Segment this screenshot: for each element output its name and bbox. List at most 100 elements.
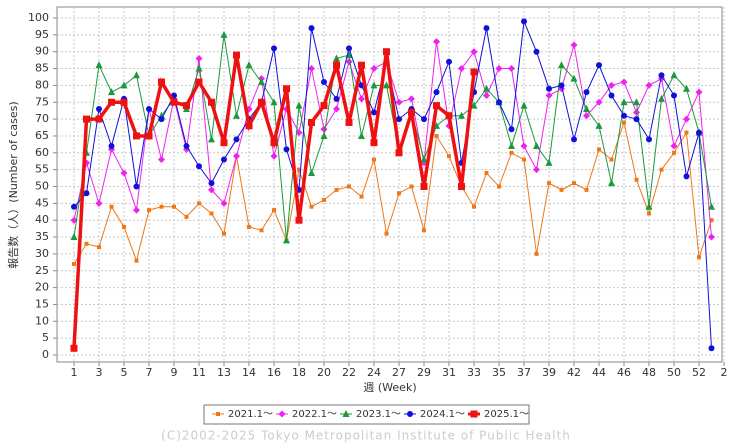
y-tick-label: 65 (35, 129, 49, 142)
point (696, 129, 702, 136)
point (420, 155, 428, 163)
x-tick-label: 11 (192, 366, 206, 379)
point (358, 61, 365, 69)
x-tick-label: 48 (642, 366, 656, 379)
point (658, 72, 665, 79)
point (108, 88, 115, 96)
point (245, 122, 253, 130)
x-tick-label: 13 (217, 366, 231, 379)
y-tick-label: 0 (42, 348, 49, 361)
point (672, 150, 676, 155)
footer: (C)2002-2025 Tokyo Metropolitan Institut… (161, 429, 571, 443)
x-tick-label: 46 (617, 366, 631, 379)
point (496, 99, 502, 106)
point (184, 214, 189, 219)
x-tick-label: 20 (317, 366, 331, 379)
y-tick-label: 50 (35, 180, 49, 193)
point (522, 157, 526, 162)
point (622, 120, 626, 125)
point (521, 18, 527, 25)
point (547, 181, 551, 186)
point (570, 74, 578, 82)
point (333, 105, 340, 113)
point (408, 108, 415, 116)
point (570, 41, 578, 49)
point (70, 233, 78, 241)
point (233, 111, 240, 119)
point (334, 187, 339, 192)
y-tick-label: 95 (35, 28, 49, 41)
y-tick-label: 40 (35, 213, 49, 226)
point (109, 204, 114, 209)
point (583, 89, 590, 96)
point (321, 79, 327, 86)
point (245, 61, 253, 69)
point (270, 98, 278, 106)
point (572, 181, 576, 186)
point (283, 146, 290, 153)
point (145, 132, 153, 140)
x-tick-label: 31 (442, 366, 456, 379)
point (434, 133, 439, 138)
point (233, 51, 240, 59)
point (408, 95, 415, 103)
point (445, 112, 453, 120)
point (396, 116, 402, 123)
point (483, 25, 490, 32)
x-tick-label: 27 (392, 366, 406, 379)
x-tick-label: 1 (71, 366, 78, 379)
point (183, 102, 190, 110)
point (97, 245, 101, 250)
point (545, 158, 553, 166)
point (495, 65, 503, 73)
point (433, 102, 440, 110)
point (583, 112, 590, 120)
point (159, 204, 164, 209)
point (220, 139, 228, 147)
x-tick-label: 18 (292, 366, 306, 379)
point (395, 149, 403, 157)
y-axis-label: 報告数（人）(Number of cases) (7, 101, 20, 268)
x-tick-label: 50 (667, 366, 681, 379)
point (308, 169, 315, 177)
point (309, 204, 314, 209)
point (621, 112, 627, 119)
y-tick-label: 75 (35, 95, 49, 108)
point (372, 157, 376, 162)
point (370, 81, 378, 89)
point (470, 101, 478, 109)
point (533, 166, 540, 174)
x-tick-label: 52 (692, 366, 706, 379)
point (633, 116, 640, 123)
point (533, 48, 540, 55)
point (596, 62, 602, 69)
point (158, 156, 165, 164)
point (458, 65, 465, 73)
x-tick-label: 14 (242, 366, 256, 379)
point (333, 95, 340, 102)
point (508, 65, 515, 73)
point (497, 184, 501, 189)
point (708, 233, 715, 241)
point (222, 231, 226, 236)
y-tick-label: 100 (28, 11, 49, 24)
x-tick-label: 5 (121, 366, 128, 379)
point (608, 81, 615, 89)
x-tick-label: 37 (517, 366, 531, 379)
point (472, 204, 476, 209)
y-tick-label: 10 (35, 314, 49, 327)
point (220, 199, 228, 207)
x-tick-label: 9 (171, 366, 178, 379)
x-tick-label: 24 (367, 366, 381, 379)
y-tick-label: 55 (35, 163, 49, 176)
x-tick-label: 16 (267, 366, 281, 379)
point (571, 136, 577, 143)
point (259, 228, 264, 233)
point (134, 258, 139, 263)
point (671, 92, 677, 99)
point (233, 152, 240, 160)
point (470, 68, 478, 76)
point (658, 94, 665, 102)
x-tick-label: 42 (567, 366, 581, 379)
point (433, 38, 440, 46)
